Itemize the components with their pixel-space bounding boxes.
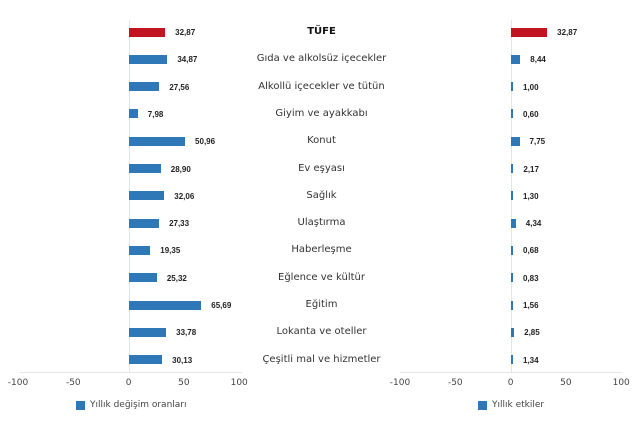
bar-impact-5 — [511, 164, 514, 173]
category-label: Ev eşyası — [298, 162, 345, 174]
bar-change-6 — [129, 191, 165, 201]
value-label: 8,44 — [530, 55, 546, 65]
x-tick-label: 0 — [125, 378, 132, 388]
category-label: Konut — [307, 135, 336, 147]
x-tick-label: -50 — [447, 378, 463, 388]
value-label: 32,87 — [557, 28, 578, 37]
legend-swatch-icon — [76, 400, 85, 410]
value-label: 25,32 — [166, 273, 187, 283]
value-label: 30,13 — [172, 355, 193, 365]
bar-change-8 — [129, 245, 151, 255]
value-label: 0,83 — [523, 273, 539, 283]
value-label: 1,56 — [523, 301, 539, 310]
bar-change-11 — [129, 327, 167, 337]
value-label: 65,69 — [211, 301, 232, 310]
bar-change-0 — [129, 27, 166, 37]
value-label: 7,98 — [147, 109, 164, 119]
bar-change-10 — [129, 300, 202, 310]
value-label: 0,60 — [523, 109, 539, 119]
value-label: 0,68 — [523, 246, 539, 256]
value-label: 34,87 — [177, 55, 198, 65]
value-label: 27,56 — [169, 82, 190, 92]
left-legend: Yıllık değişim oranları — [76, 400, 187, 410]
x-tick-label: -100 — [389, 378, 411, 388]
value-label: 2,17 — [523, 164, 539, 174]
value-label: 4,34 — [525, 219, 542, 229]
value-label: 1,00 — [523, 82, 539, 92]
value-label: 28,90 — [170, 164, 191, 174]
right-x-axis — [400, 372, 622, 373]
category-label: Haberleşme — [291, 244, 352, 256]
x-tick-label: -100 — [7, 378, 29, 388]
bar-impact-7 — [511, 218, 516, 228]
category-label: Çeşitli mal ve hizmetler — [262, 353, 381, 365]
bar-change-5 — [129, 164, 161, 173]
bar-impact-1 — [511, 54, 521, 64]
left-legend-label: Yıllık değişim oranları — [90, 400, 187, 410]
category-label: Gıda ve alkolsüz içecekler — [256, 53, 387, 65]
bar-change-7 — [129, 218, 160, 228]
value-label: 32,87 — [175, 28, 196, 37]
value-label: 1,34 — [523, 355, 539, 365]
bar-impact-2 — [511, 82, 513, 92]
x-tick-label: 50 — [178, 378, 190, 388]
bar-change-4 — [129, 136, 186, 146]
x-tick-label: 100 — [612, 378, 630, 388]
value-label: 27,33 — [169, 219, 190, 229]
legend-swatch-icon — [478, 400, 487, 410]
right-legend-label: Yıllık etkiler — [492, 400, 545, 410]
value-label: 7,75 — [529, 137, 546, 147]
category-label: Sağlık — [306, 189, 337, 201]
bar-impact-6 — [511, 191, 513, 201]
bar-impact-11 — [511, 327, 515, 337]
bar-impact-9 — [511, 273, 513, 283]
x-tick-label: 50 — [560, 378, 572, 388]
category-label: Ulaştırma — [297, 217, 346, 229]
bar-change-9 — [129, 273, 157, 283]
bar-impact-8 — [511, 245, 513, 255]
category-label: TÜFE — [307, 26, 336, 37]
bar-change-12 — [129, 355, 163, 365]
left-x-axis — [20, 372, 242, 373]
bar-impact-12 — [511, 355, 513, 365]
value-label: 33,78 — [176, 328, 197, 338]
category-label: Alkollü içecekler ve tütün — [258, 80, 385, 92]
bar-change-1 — [129, 54, 168, 64]
category-label: Eğitim — [305, 299, 338, 310]
x-tick-label: 0 — [507, 378, 514, 388]
bar-impact-10 — [511, 300, 513, 310]
category-label: Lokanta ve oteller — [276, 326, 367, 338]
value-label: 32,06 — [174, 191, 195, 201]
bar-change-2 — [129, 82, 160, 92]
right-legend: Yıllık etkiler — [478, 400, 544, 410]
x-tick-label: 100 — [230, 378, 248, 388]
bar-impact-0 — [511, 27, 548, 37]
bar-impact-3 — [511, 109, 513, 119]
value-label: 1,30 — [523, 191, 539, 201]
bar-impact-4 — [511, 136, 520, 146]
x-tick-label: -50 — [65, 378, 81, 388]
category-label: Eğlence ve kültür — [278, 271, 365, 283]
value-label: 2,85 — [524, 328, 540, 338]
category-label: Giyim ve ayakkabı — [275, 107, 368, 119]
value-label: 50,96 — [195, 137, 216, 147]
value-label: 19,35 — [160, 246, 181, 256]
bar-change-3 — [129, 109, 138, 119]
